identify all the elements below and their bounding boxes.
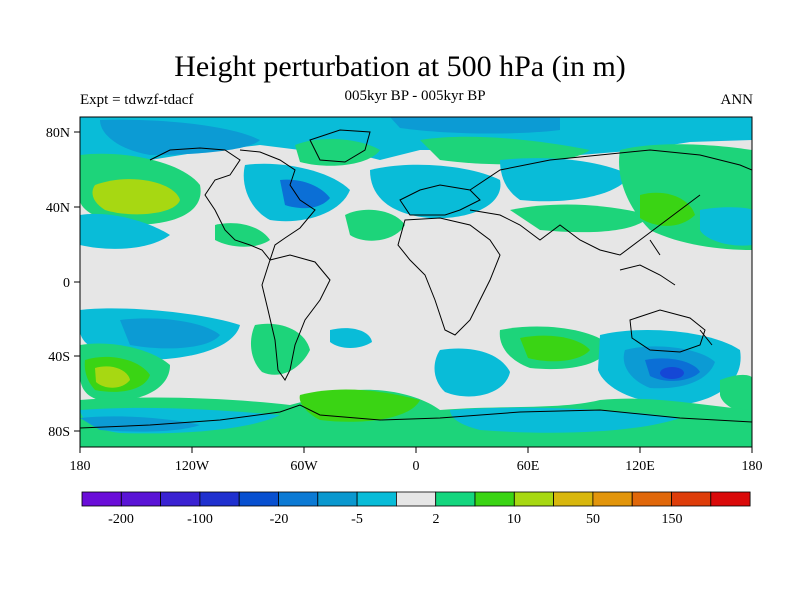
colorbar-label: -20 bbox=[270, 512, 289, 527]
contour-green-south-america bbox=[250, 323, 310, 375]
experiment-label: Expt = tdwzf-tdacf bbox=[80, 92, 194, 108]
contour-blue-south-indian-west bbox=[434, 348, 510, 397]
contour-green-tasman bbox=[720, 374, 752, 413]
lat-label: 40N bbox=[46, 201, 70, 216]
contour-green-gulf bbox=[215, 223, 270, 247]
colorbar-swatch bbox=[120, 491, 162, 507]
coast-south-america bbox=[261, 254, 331, 381]
latitude-labels: 80N 40N 0 40S 80S bbox=[46, 126, 70, 440]
colorbar-label: -200 bbox=[108, 512, 134, 527]
contour-brightgreen-indian-ocean bbox=[520, 335, 590, 362]
lat-label: 80S bbox=[48, 425, 70, 440]
contour-green-greenland bbox=[295, 138, 380, 166]
coast-australia bbox=[629, 309, 706, 353]
longitude-labels: 180 120W 60W 0 60E 120E 180 bbox=[70, 459, 763, 474]
colorbar-label: 2 bbox=[433, 512, 440, 527]
colorbar-swatch bbox=[317, 491, 358, 507]
contour-green-north-europe bbox=[420, 136, 590, 165]
map-title: Height perturbation at 500 hPa (in m) bbox=[174, 50, 626, 83]
colorbar-swatch bbox=[513, 491, 554, 507]
coast-asia bbox=[469, 149, 752, 256]
lon-label: 180 bbox=[70, 459, 91, 474]
colorbar bbox=[81, 491, 751, 507]
colorbar-label: -5 bbox=[351, 512, 363, 527]
period-label: 005kyr BP - 005kyr BP bbox=[344, 88, 486, 104]
lat-label: 80N bbox=[46, 126, 70, 141]
contour-blue-northwest-pacific bbox=[700, 207, 752, 246]
contour-yellowgreen-pacific bbox=[92, 179, 180, 215]
lat-label: 40S bbox=[48, 350, 70, 365]
contour-blue-subtropical-pacific bbox=[80, 213, 170, 249]
colorbar-swatch bbox=[710, 491, 751, 507]
colorbar-swatch bbox=[238, 491, 279, 507]
contour-blue-north-atlantic bbox=[370, 164, 501, 219]
contour-blue-east-antarctica bbox=[450, 407, 680, 433]
coast-north-america bbox=[149, 147, 316, 262]
contour-blue-central-asia bbox=[500, 158, 630, 202]
colorbar-label: -100 bbox=[187, 512, 213, 527]
contour-blue-arctic bbox=[390, 117, 560, 134]
contour-blue-north-pacific bbox=[100, 119, 260, 155]
lon-label: 180 bbox=[742, 459, 763, 474]
colorbar-swatch bbox=[671, 491, 712, 507]
colorbar-swatch bbox=[199, 491, 240, 507]
colorbar-label: 10 bbox=[507, 512, 521, 527]
colorbar-swatch bbox=[81, 491, 122, 507]
colorbar-swatch bbox=[278, 491, 319, 507]
coastlines bbox=[80, 129, 752, 429]
contour-brightgreen-east-asia bbox=[640, 192, 695, 226]
contour-green-south-asia bbox=[510, 204, 650, 233]
coast-antarctica bbox=[80, 404, 752, 429]
contour-core-australia bbox=[660, 367, 684, 379]
coast-africa bbox=[397, 217, 501, 336]
colorbar-swatch bbox=[592, 491, 633, 507]
coast-greenland bbox=[309, 129, 371, 163]
contour-green-atlantic bbox=[345, 209, 405, 241]
lon-label: 120W bbox=[175, 459, 210, 474]
lon-label: 0 bbox=[413, 459, 420, 474]
contour-midblue-south-pacific bbox=[120, 318, 220, 349]
colorbar-labels: -200 -100 -20 -5 2 10 50 150 bbox=[108, 512, 682, 527]
colorbar-swatch bbox=[160, 491, 201, 507]
colorbar-swatch bbox=[356, 491, 397, 507]
contour-brightgreen-southern-ocean bbox=[299, 389, 420, 422]
colorbar-swatch bbox=[395, 491, 437, 507]
coast-europe bbox=[399, 184, 481, 216]
contour-blue-bering bbox=[700, 117, 752, 139]
lon-label: 60E bbox=[517, 459, 540, 474]
contour-yellowgreen-southeast-pacific bbox=[95, 366, 130, 388]
colorbar-swatch bbox=[631, 491, 672, 507]
contour-field bbox=[80, 117, 752, 447]
contour-blue-south-atlantic bbox=[330, 328, 372, 348]
colorbar-swatch bbox=[435, 491, 476, 507]
lat-label: 0 bbox=[63, 276, 70, 291]
contour-midblue-ross-sea bbox=[80, 416, 200, 432]
colorbar-swatch bbox=[474, 491, 515, 507]
lon-label: 60W bbox=[290, 459, 318, 474]
colorbar-label: 150 bbox=[662, 512, 683, 527]
colorbar-label: 50 bbox=[586, 512, 600, 527]
axis-ticks bbox=[74, 131, 753, 453]
coast-islands bbox=[619, 239, 713, 346]
season-label: ANN bbox=[720, 92, 754, 108]
contour-darkblue-north-america bbox=[280, 179, 330, 209]
lon-label: 120E bbox=[625, 459, 655, 474]
colorbar-swatch bbox=[553, 491, 594, 507]
